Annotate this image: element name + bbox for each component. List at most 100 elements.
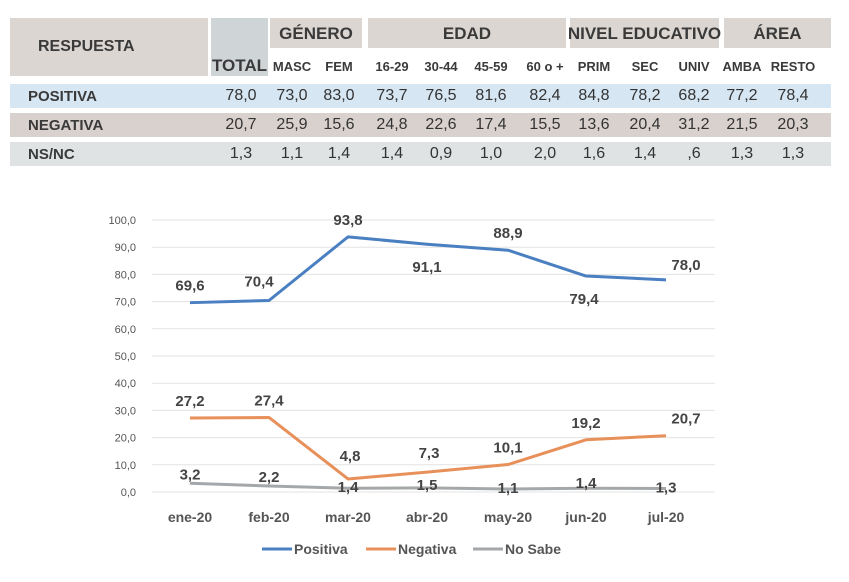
table-cell: 15,6 (323, 116, 355, 133)
x-tick-label: feb-20 (248, 509, 289, 525)
column-header: 60 o + (526, 58, 564, 74)
table-cell: 20,4 (629, 116, 661, 133)
header-group-bg (724, 18, 831, 48)
total-header-bg (211, 18, 268, 76)
data-label: 1,5 (417, 477, 438, 494)
column-header: 16-29 (375, 58, 409, 74)
table-cell: 78,0 (225, 87, 257, 104)
table-cell: 22,6 (425, 116, 457, 133)
y-tick-label: 100,0 (108, 215, 136, 227)
y-tick-label: 0,0 (121, 487, 136, 499)
table-cell: 1,4 (633, 145, 657, 162)
series-line (189, 481, 667, 491)
table-cell: 73,0 (276, 87, 308, 104)
y-tick-label: 70,0 (115, 297, 136, 309)
header-group-bg (570, 18, 719, 48)
column-header: AMBA (722, 58, 762, 74)
legend-label: Positiva (294, 541, 348, 557)
x-tick-label: mar-20 (325, 509, 371, 525)
y-tick-label: 80,0 (115, 269, 136, 281)
x-tick-label: jun-20 (564, 509, 606, 525)
data-label: 88,9 (493, 225, 522, 242)
table-cell: 13,6 (578, 116, 610, 133)
series-line (189, 235, 667, 305)
column-header: MASC (272, 58, 312, 74)
y-tick-label: 40,0 (115, 378, 136, 390)
column-header: 45-59 (474, 58, 508, 74)
x-tick-label: jul-20 (647, 509, 685, 525)
data-label: 69,6 (175, 278, 204, 295)
data-label: 1,1 (498, 480, 519, 497)
data-label: 1,3 (656, 479, 677, 496)
series-line (189, 415, 667, 481)
table-cell: 81,6 (475, 87, 507, 104)
table-cell: 24,8 (376, 116, 408, 133)
table-cell: 84,8 (578, 87, 610, 104)
table-cell: 1,3 (229, 145, 253, 162)
data-label: 20,7 (671, 411, 700, 428)
row-label: NS/NC (28, 145, 75, 163)
group-header: NIVEL EDUCATIVO (567, 24, 722, 43)
results-table: RESPUESTA TOTAL GÉNERO MASC FEM EDAD 16-29 30-4… (0, 0, 849, 170)
data-label: 91,1 (412, 259, 441, 276)
total-header: TOTAL (211, 56, 268, 75)
table-cell: 68,2 (678, 87, 710, 104)
data-label: 1,4 (576, 475, 598, 492)
respuesta-header: RESPUESTA (38, 38, 135, 55)
respuesta-header-bg (10, 18, 208, 76)
data-label: 3,2 (180, 466, 201, 483)
table-cell: 21,5 (726, 116, 758, 133)
table-cell: 20,7 (225, 116, 257, 133)
row-label: NEGATIVA (28, 116, 104, 134)
table-cell: 78,4 (777, 87, 809, 104)
x-tick-label: ene-20 (168, 509, 213, 525)
table-cell: 1,1 (280, 145, 304, 162)
x-tick-label: may-20 (484, 509, 532, 525)
data-label: 27,4 (254, 392, 284, 409)
data-label: 93,8 (333, 212, 362, 229)
table-cell: 1,0 (479, 145, 503, 162)
y-tick-label: 50,0 (115, 351, 136, 363)
table-cell: 1,6 (582, 145, 606, 162)
column-header: FEM (325, 58, 353, 74)
table-cell: 15,5 (529, 116, 561, 133)
data-label: 19,2 (571, 415, 600, 432)
table-cell: ,6 (687, 145, 701, 162)
data-label: 4,8 (340, 448, 361, 465)
group-header: GÉNERO (279, 24, 353, 43)
data-label: 1,4 (338, 479, 360, 496)
table-cell: 73,7 (376, 87, 408, 104)
table-cell: 1,4 (327, 145, 351, 162)
table-cell: 82,4 (529, 87, 561, 104)
data-label: 2,2 (259, 469, 280, 486)
legend-label: No Sabe (505, 541, 561, 557)
column-header: UNIV (678, 58, 710, 74)
column-header: PRIM (577, 58, 611, 74)
x-tick-label: abr-20 (406, 509, 448, 525)
table-cell: 17,4 (475, 116, 507, 133)
table-cell: 78,2 (629, 87, 661, 104)
table-cell: 1,4 (380, 145, 404, 162)
header-group-bg (270, 18, 362, 48)
y-tick-label: 10,0 (115, 460, 136, 472)
table-cell: 1,3 (781, 145, 805, 162)
header-group-bg (368, 18, 566, 48)
y-tick-label: 60,0 (115, 324, 136, 336)
data-label: 78,0 (671, 257, 700, 274)
data-label: 70,4 (244, 274, 274, 291)
table-cell: 20,3 (777, 116, 809, 133)
table-cell: 0,9 (429, 145, 453, 162)
row-label: POSITIVA (28, 87, 97, 105)
column-header: RESTO (770, 58, 816, 74)
y-tick-label: 30,0 (115, 405, 136, 417)
table-row-bg (10, 84, 831, 108)
table-cell: 1,3 (730, 145, 754, 162)
table-row-bg (10, 113, 831, 137)
data-label: 10,1 (493, 440, 522, 457)
column-header: 30-44 (424, 58, 458, 74)
data-label: 27,2 (175, 393, 204, 410)
table-cell: 76,5 (425, 87, 457, 104)
table-cell: 2,0 (533, 145, 557, 162)
table-cell: 83,0 (323, 87, 355, 104)
